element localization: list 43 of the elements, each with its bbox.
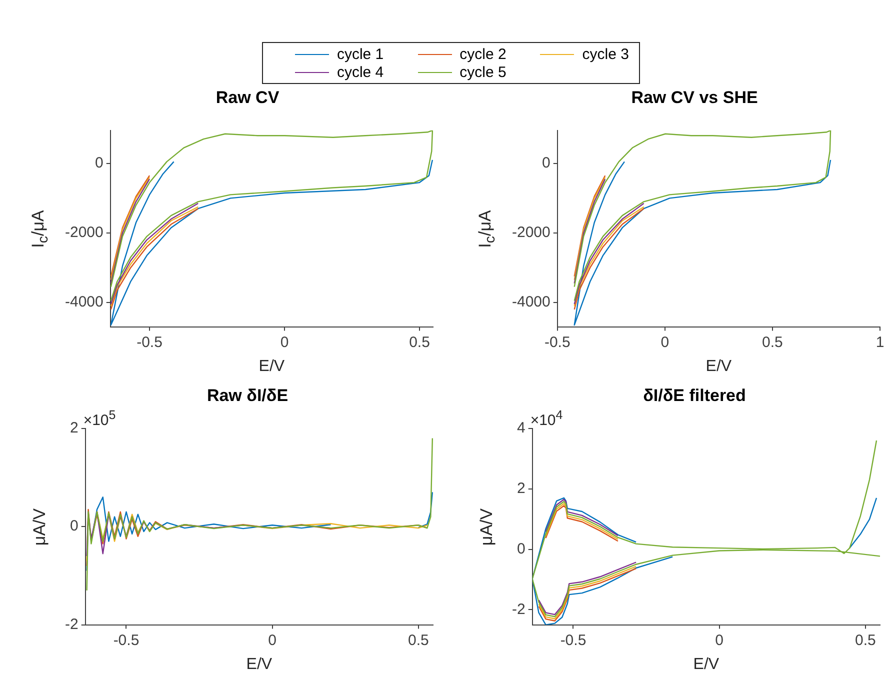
x-tick-label: -0.5	[113, 632, 140, 649]
y-tick-label: -2	[64, 616, 78, 633]
x-tick-label: -0.5	[544, 334, 570, 351]
y-axis-title: μA/V	[477, 508, 497, 546]
annotation: ×10$^{5}$	[83, 408, 116, 430]
y-tick-label: 0	[516, 540, 526, 558]
y-tick-label: -4000	[512, 294, 550, 311]
y-tick-label: -2000	[64, 224, 104, 242]
y-tick-label: 0	[95, 154, 104, 172]
y-tick-label: -2000	[512, 224, 550, 242]
chart-title: Raw CV vs SHE	[631, 88, 758, 107]
x-tick-label: 0	[280, 334, 289, 351]
x-axis-title: E/V	[706, 358, 732, 375]
x-tick-label: 0.5	[408, 632, 429, 649]
chart-title: Raw CV	[216, 88, 280, 107]
x-tick-label: -0.5	[560, 632, 586, 649]
y-tick-label: 0	[70, 518, 78, 535]
y-axis-title: μA/V	[30, 508, 50, 546]
y-tick-label: 4	[516, 420, 526, 437]
x-tick-label: 0	[660, 334, 670, 351]
chart-title: δI/δE filtered	[643, 386, 746, 405]
x-tick-label: 0.5	[854, 632, 876, 649]
x-tick-label: 1	[876, 334, 884, 351]
legend-label: cycle 2	[460, 46, 506, 62]
x-tick-label: 0	[268, 632, 276, 649]
chart-title: Raw δI/δE	[206, 386, 288, 405]
x-tick-label: 0.5	[762, 334, 783, 351]
legend-label: cycle 5	[460, 64, 506, 80]
x-tick-label: 0.5	[409, 334, 430, 351]
legend-label: cycle 3	[582, 46, 629, 62]
x-axis-title: E/V	[258, 358, 285, 375]
y-tick-label: 2	[516, 480, 526, 497]
x-axis-title: E/V	[246, 656, 272, 673]
annotation: ×10$^{4}$	[530, 408, 563, 430]
y-tick-label: 0	[542, 154, 550, 172]
y-tick-label: -2	[512, 600, 526, 618]
x-tick-label: -0.5	[136, 334, 162, 351]
x-axis-title: E/V	[693, 656, 720, 673]
legend-label: cycle 1	[336, 46, 384, 62]
y-tick-label: -4000	[64, 294, 104, 311]
y-tick-label: 2	[70, 420, 78, 437]
x-tick-label: 0	[715, 632, 724, 649]
legend-label: cycle 4	[336, 64, 384, 80]
